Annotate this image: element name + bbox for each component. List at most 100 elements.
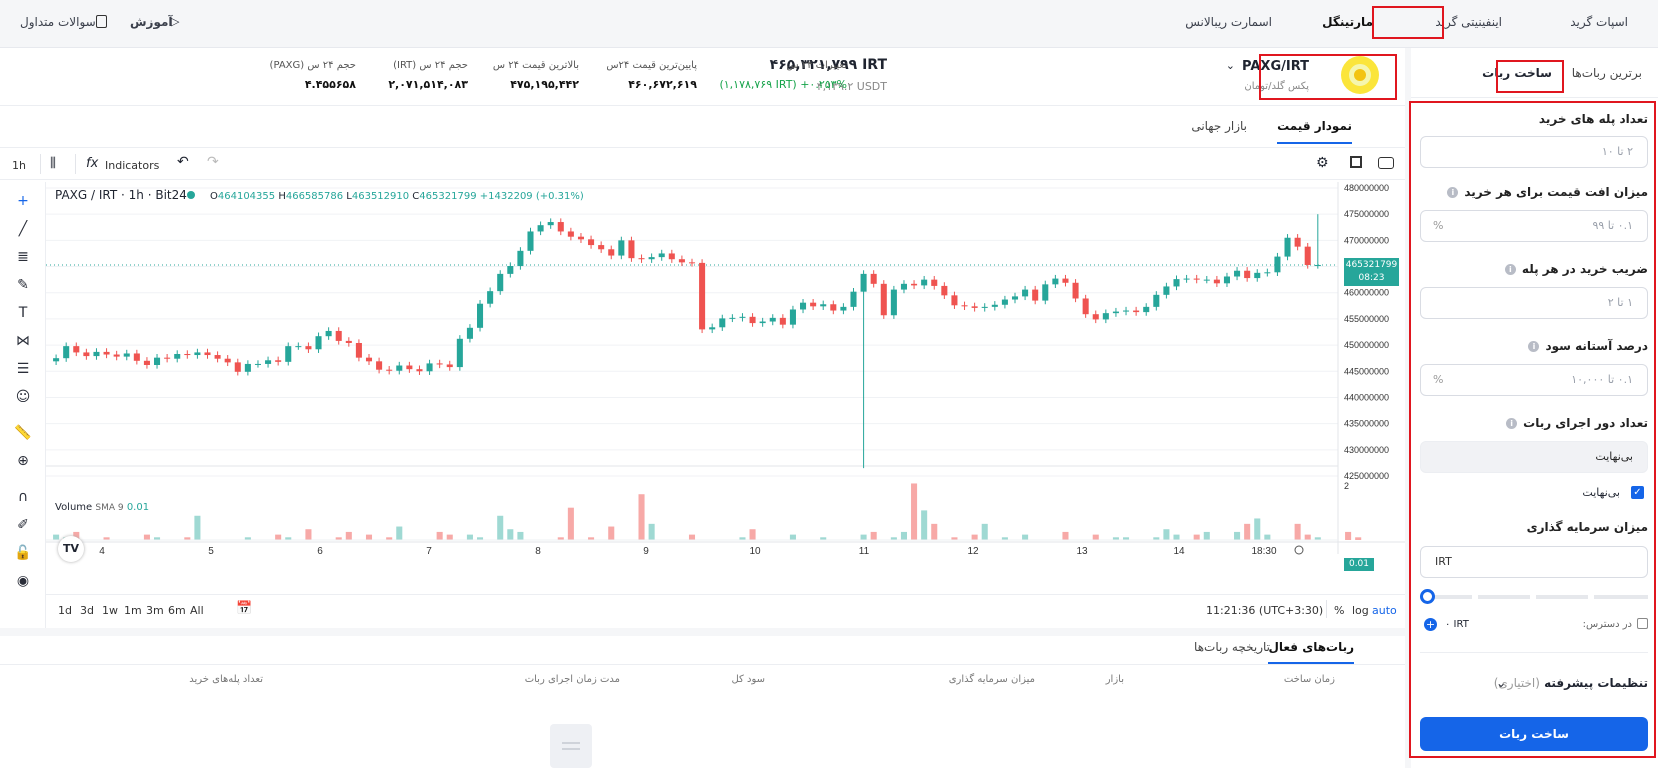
chevron-down-icon[interactable]: ⌄ (1225, 59, 1235, 72)
lock-drawings-icon[interactable]: ✐ (17, 517, 29, 533)
candle (154, 357, 161, 365)
candle (628, 240, 635, 259)
range-button-3d[interactable]: 3d (80, 604, 94, 617)
tab-global-market[interactable]: بازار جهانی (1191, 119, 1247, 133)
zoom-icon[interactable]: ⊕ (17, 453, 29, 469)
tab-infinity-grid[interactable]: اینفینیتی گرید (1435, 15, 1502, 29)
col-market: بازار (1105, 674, 1124, 685)
candle (63, 346, 70, 359)
range-button-1m[interactable]: 1m (124, 604, 142, 617)
candle (1223, 276, 1230, 284)
volume-bar (1314, 537, 1321, 540)
prediction-icon[interactable]: ☰ (16, 361, 30, 377)
price-chart[interactable]: 4800000004750000004700000004650000004600… (46, 182, 1405, 582)
indicators-button[interactable]: Indicators (105, 159, 160, 172)
vol-paxg-value: ۴.۴۵۵۶۵۸ (304, 78, 356, 91)
tab-martingale[interactable]: مارتینگل (1322, 15, 1373, 29)
invest-slider[interactable] (1420, 589, 1648, 604)
candle (749, 316, 756, 324)
candle (325, 330, 332, 337)
pair-name[interactable]: PAXG/IRT (1242, 59, 1309, 74)
play-icon: ▷ (171, 15, 180, 28)
candle (810, 302, 817, 307)
camera-icon[interactable] (1378, 157, 1394, 169)
candle (224, 358, 231, 363)
crosshair-icon[interactable]: + (17, 193, 29, 209)
volume-bar (1264, 534, 1271, 540)
unlock-icon[interactable]: 🔓 (14, 545, 32, 561)
build-bot-button[interactable]: ساخت ربات (1420, 717, 1648, 751)
range-button-6m[interactable]: 6m (168, 604, 186, 617)
range-button-1d[interactable]: 1d (58, 604, 72, 617)
settings-icon[interactable]: ⚙ (1316, 155, 1329, 171)
brush-icon[interactable]: ✎ (17, 277, 29, 293)
fib-icon[interactable]: ≣ (17, 249, 29, 265)
price-drop-input[interactable]: ۰.۱ تا ۹۹% (1420, 210, 1648, 242)
tutorial-link[interactable]: آموزش (130, 15, 173, 29)
ruler-icon[interactable]: 📏 (14, 425, 32, 441)
range-button-1w[interactable]: 1w (102, 604, 118, 617)
candle (779, 317, 786, 325)
fullscreen-icon[interactable] (1350, 156, 1362, 168)
candle (588, 239, 595, 246)
candle (1072, 282, 1079, 299)
volume-bar (143, 534, 150, 540)
candle (1001, 299, 1008, 305)
log-scale-button[interactable]: log (1352, 604, 1369, 617)
slider-handle[interactable] (1420, 589, 1435, 604)
tab-build-bot[interactable]: ساخت ربات (1482, 66, 1552, 80)
eye-icon[interactable]: ◉ (16, 573, 30, 589)
tab-spot-grid[interactable]: اسپات گرید (1570, 15, 1628, 29)
candle (265, 360, 272, 364)
candle (335, 330, 342, 341)
drawing-toolbar: + ╱ ≣ ✎ T ⋈ ☰ ☺ 📏 ⊕ ∩ ✐ 🔓 ◉ (0, 182, 46, 628)
volume-bar (1123, 537, 1130, 540)
y-tick-label: 470000000 (1344, 235, 1389, 245)
tab-bot-history[interactable]: تاریخچه ربات‌ها (1194, 640, 1270, 654)
undo-icon[interactable]: ↶ (177, 154, 189, 170)
clock: 11:21:36 (UTC+3:30) (1206, 604, 1324, 617)
volume-bar (275, 534, 282, 540)
percent-scale-button[interactable]: % (1334, 604, 1345, 617)
redo-icon[interactable]: ↷ (207, 154, 219, 170)
volume-bar (749, 529, 756, 540)
emoji-icon[interactable]: ☺ (15, 389, 31, 405)
volume-bar (921, 510, 928, 540)
infinite-checkbox[interactable]: ✓ (1631, 486, 1644, 499)
buy-steps-input[interactable]: ۲ تا ۱۰ (1420, 136, 1648, 168)
auto-scale-button[interactable]: auto (1372, 604, 1397, 617)
volume-bar (365, 534, 373, 540)
tab-price-chart[interactable]: نمودار قیمت (1277, 119, 1352, 144)
trend-line-icon[interactable]: ╱ (18, 221, 28, 237)
candle-type-icon[interactable]: ⫼ (50, 156, 56, 171)
last-price-usdt: ۴,۱۳۹.۲ USDT (816, 80, 887, 93)
candle (537, 225, 544, 232)
chevron-down-icon[interactable]: ⌄ (1496, 676, 1507, 690)
tab-active-bots[interactable]: ربات‌های فعال (1268, 640, 1354, 664)
profit-input[interactable]: ۰.۱ تا ۱۰,۰۰۰% (1420, 364, 1648, 396)
candle (1304, 246, 1311, 265)
x-tick-label: 18:30 (1251, 546, 1276, 557)
magnet-icon[interactable]: ∩ (17, 489, 29, 505)
low-label: پایین‌ترین قیمت ۲۴س (606, 60, 697, 71)
text-icon[interactable]: T (18, 305, 28, 321)
advanced-settings[interactable]: تنظیمات پیشرفته (اختیاری) (1493, 676, 1648, 690)
add-funds-icon[interactable]: + (1424, 618, 1437, 631)
volume-bar (396, 526, 403, 540)
market-header: PAXG/IRT ⌄ پکس گلد/تومان ۴۶۵,۳۲۱,۷۹۹ IRT… (0, 48, 1405, 106)
rounds-input[interactable]: بی‌نهایت (1420, 441, 1648, 473)
faq-link[interactable]: سوالات متداول (20, 15, 96, 29)
tab-top-bots[interactable]: برترین ربات‌ها (1571, 66, 1642, 80)
chart-tabs: نمودار قیمت بازار جهانی (0, 108, 1405, 148)
date-range-icon[interactable]: 📅 (236, 601, 253, 616)
range-button-3m[interactable]: 3m (146, 604, 164, 617)
y-tick-label: 450000000 (1344, 340, 1389, 350)
candle (194, 352, 201, 356)
range-button-all[interactable]: All (190, 604, 204, 617)
pattern-icon[interactable]: ⋈ (16, 333, 30, 349)
x-tick-label: 11 (859, 546, 870, 557)
invest-input[interactable]: IRT (1420, 546, 1648, 578)
interval-button[interactable]: 1h (12, 159, 26, 172)
multiplier-input[interactable]: ۱ تا ۲ (1420, 287, 1648, 319)
tab-smart-rebalance[interactable]: اسمارت ریبالانس (1185, 15, 1272, 29)
